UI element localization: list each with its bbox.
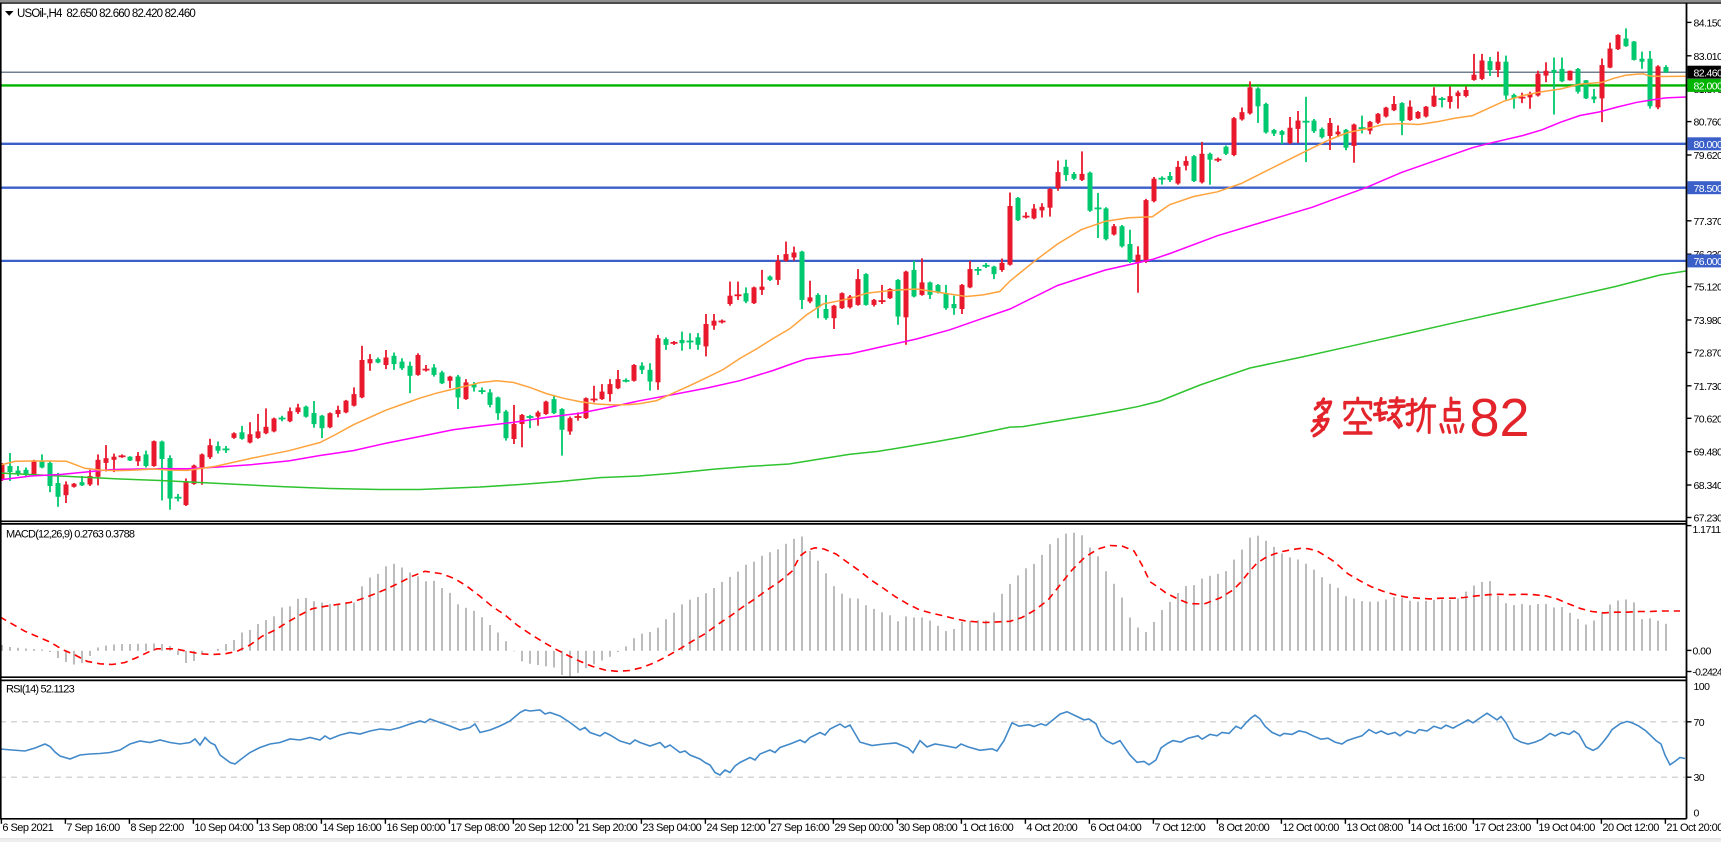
svg-text:1 Oct 16:00: 1 Oct 16:00 bbox=[962, 822, 1013, 834]
svg-text:30: 30 bbox=[1694, 772, 1705, 784]
svg-text:68.340: 68.340 bbox=[1694, 480, 1721, 492]
svg-text:7 Sep 16:00: 7 Sep 16:00 bbox=[66, 822, 120, 834]
svg-text:82.000: 82.000 bbox=[1694, 81, 1721, 93]
svg-text:13 Sep 08:00: 13 Sep 08:00 bbox=[258, 822, 317, 834]
svg-text:USOil-,H4 82.650 82.660 82.42: USOil-,H4 82.650 82.660 82.420 82.460 bbox=[17, 8, 195, 20]
svg-text:72.870: 72.870 bbox=[1694, 348, 1721, 360]
svg-text:19 Oct 04:00: 19 Oct 04:00 bbox=[1538, 822, 1595, 834]
svg-text:79.620: 79.620 bbox=[1694, 150, 1721, 162]
svg-text:7 Oct 12:00: 7 Oct 12:00 bbox=[1154, 822, 1205, 834]
svg-text:84.150: 84.150 bbox=[1694, 17, 1721, 29]
svg-text:80.000: 80.000 bbox=[1694, 139, 1721, 151]
svg-text:4 Oct 20:00: 4 Oct 20:00 bbox=[1026, 822, 1077, 834]
svg-text:82: 82 bbox=[1470, 388, 1530, 448]
svg-text:6 Oct 04:00: 6 Oct 04:00 bbox=[1090, 822, 1141, 834]
svg-text:14 Sep 16:00: 14 Sep 16:00 bbox=[322, 822, 381, 834]
svg-text:20 Sep 12:00: 20 Sep 12:00 bbox=[514, 822, 573, 834]
svg-text:14 Oct 16:00: 14 Oct 16:00 bbox=[1410, 822, 1467, 834]
svg-text:70.620: 70.620 bbox=[1694, 413, 1721, 425]
svg-text:24 Sep 12:00: 24 Sep 12:00 bbox=[706, 822, 765, 834]
svg-text:0: 0 bbox=[1694, 807, 1700, 819]
svg-text:83.010: 83.010 bbox=[1694, 51, 1721, 63]
svg-text:8 Oct 20:00: 8 Oct 20:00 bbox=[1218, 822, 1269, 834]
svg-text:21 Sep 20:00: 21 Sep 20:00 bbox=[578, 822, 637, 834]
svg-text:77.370: 77.370 bbox=[1694, 216, 1721, 228]
svg-text:12 Oct 00:00: 12 Oct 00:00 bbox=[1282, 822, 1339, 834]
svg-text:82.460: 82.460 bbox=[1694, 67, 1721, 79]
svg-text:29 Sep 00:00: 29 Sep 00:00 bbox=[834, 822, 893, 834]
svg-text:17 Sep 08:00: 17 Sep 08:00 bbox=[450, 822, 509, 834]
svg-text:70: 70 bbox=[1694, 717, 1705, 729]
svg-text:MACD(12,26,9) 0.2763 0.3788: MACD(12,26,9) 0.2763 0.3788 bbox=[6, 529, 135, 541]
svg-text:76.000: 76.000 bbox=[1694, 256, 1721, 268]
svg-text:80.760: 80.760 bbox=[1694, 117, 1721, 129]
svg-text:27 Sep 16:00: 27 Sep 16:00 bbox=[770, 822, 829, 834]
svg-text:71.730: 71.730 bbox=[1694, 381, 1721, 393]
svg-text:13 Oct 08:00: 13 Oct 08:00 bbox=[1346, 822, 1403, 834]
svg-text:75.120: 75.120 bbox=[1694, 282, 1721, 294]
svg-text:23 Sep 04:00: 23 Sep 04:00 bbox=[642, 822, 701, 834]
svg-text:RSI(14) 52.1123: RSI(14) 52.1123 bbox=[6, 684, 75, 696]
svg-text:17 Oct 23:00: 17 Oct 23:00 bbox=[1474, 822, 1531, 834]
svg-text:1.1711: 1.1711 bbox=[1693, 524, 1721, 536]
svg-text:8 Sep 22:00: 8 Sep 22:00 bbox=[130, 822, 184, 834]
svg-text:16 Sep 00:00: 16 Sep 00:00 bbox=[386, 822, 445, 834]
svg-text:21 Oct 20:00: 21 Oct 20:00 bbox=[1666, 822, 1721, 834]
svg-text:73.980: 73.980 bbox=[1694, 315, 1721, 327]
svg-text:0.00: 0.00 bbox=[1693, 645, 1712, 657]
svg-text:6 Sep 2021: 6 Sep 2021 bbox=[2, 822, 53, 834]
svg-text:10 Sep 04:00: 10 Sep 04:00 bbox=[194, 822, 253, 834]
svg-text:78.500: 78.500 bbox=[1694, 183, 1721, 195]
svg-text:20 Oct 12:00: 20 Oct 12:00 bbox=[1602, 822, 1659, 834]
svg-text:-0.2424: -0.2424 bbox=[1693, 667, 1721, 679]
svg-text:69.480: 69.480 bbox=[1694, 447, 1721, 459]
svg-text:67.230: 67.230 bbox=[1694, 513, 1721, 525]
svg-text:100: 100 bbox=[1694, 681, 1711, 693]
svg-text:30 Sep 08:00: 30 Sep 08:00 bbox=[898, 822, 957, 834]
